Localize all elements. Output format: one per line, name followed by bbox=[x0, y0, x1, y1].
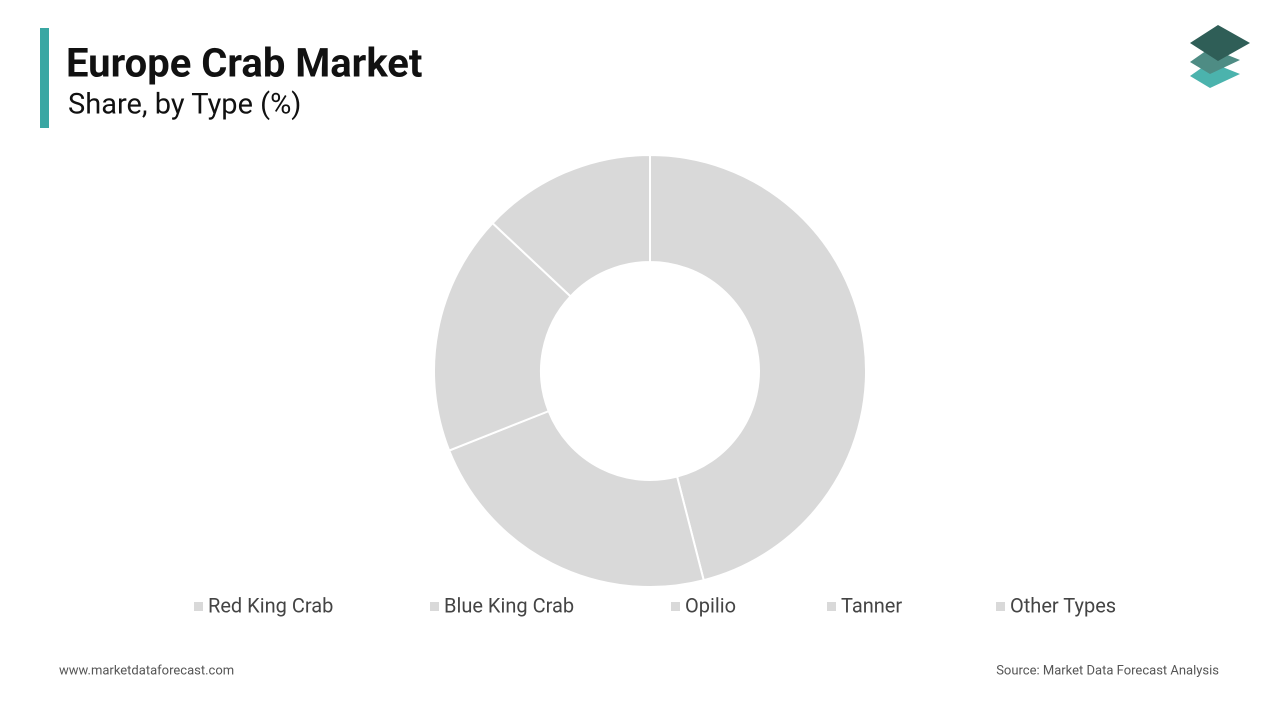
website: www.marketdataforecast.com bbox=[59, 663, 234, 678]
legend-marker bbox=[996, 602, 1005, 611]
chart-subtitle: Share, by Type (%) bbox=[68, 88, 301, 122]
logo bbox=[1190, 25, 1250, 88]
legend-marker bbox=[827, 602, 836, 611]
legend-marker bbox=[430, 602, 439, 611]
title-accent bbox=[40, 28, 49, 128]
donut-slice bbox=[433, 221, 572, 452]
legend-label: Opilio bbox=[685, 593, 736, 617]
legend-label: Red King Crab bbox=[208, 593, 333, 617]
legend-label: Tanner bbox=[841, 593, 902, 617]
donut-slice bbox=[447, 409, 705, 588]
legend-marker bbox=[671, 602, 680, 611]
chart-title: Europe Crab Market bbox=[66, 40, 422, 87]
source: Source: Market Data Forecast Analysis bbox=[996, 663, 1219, 678]
legend-label: Other Types bbox=[1010, 593, 1116, 617]
donut-slice bbox=[649, 153, 867, 582]
legend-label: Blue King Crab bbox=[444, 593, 574, 617]
legend-marker bbox=[194, 602, 203, 611]
